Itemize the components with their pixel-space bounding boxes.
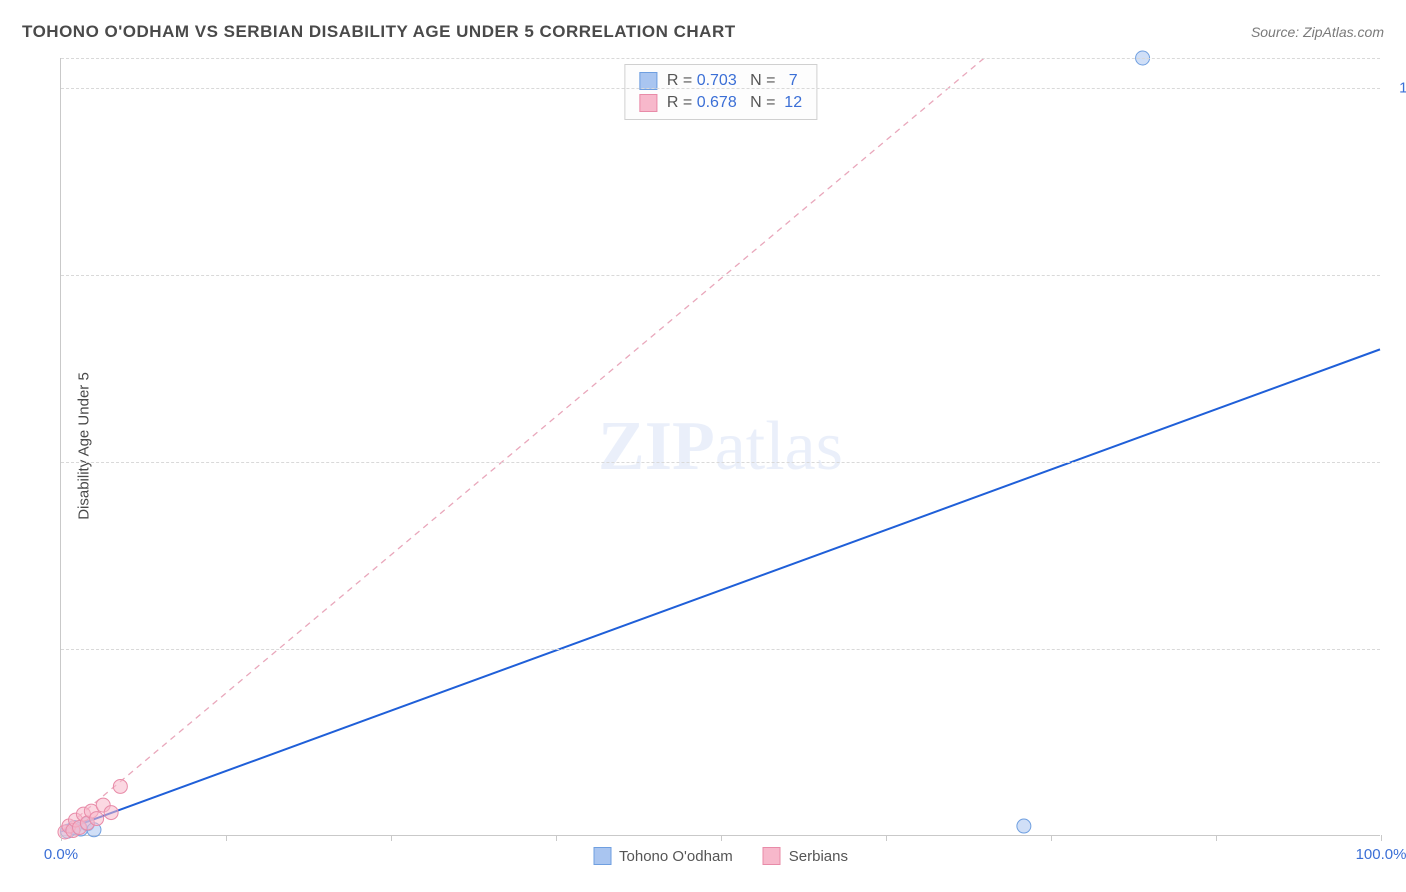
data-point: [90, 812, 104, 826]
y-tick-label: 50.0%: [1390, 453, 1406, 470]
x-tick: [886, 835, 887, 841]
legend-stats-text: R = 0.678 N = 12: [667, 94, 802, 112]
regression-line: [61, 58, 984, 831]
data-point: [113, 779, 127, 793]
gridline: [61, 462, 1380, 463]
legend-stats: R = 0.703 N = 7R = 0.678 N = 12: [624, 64, 817, 120]
chart-svg: [61, 58, 1380, 835]
legend-swatch: [593, 847, 611, 865]
x-tick: [61, 835, 62, 841]
y-tick-label: 100.0%: [1390, 79, 1406, 96]
legend-series-item: Serbians: [763, 847, 848, 865]
legend-series-item: Tohono O'odham: [593, 847, 733, 865]
x-tick: [1051, 835, 1052, 841]
x-tick: [1216, 835, 1217, 841]
gridline: [61, 88, 1380, 89]
gridline: [61, 275, 1380, 276]
x-tick: [556, 835, 557, 841]
gridline: [61, 649, 1380, 650]
x-tick: [226, 835, 227, 841]
x-tick-label: 0.0%: [44, 846, 78, 863]
x-tick: [721, 835, 722, 841]
plot-area: ZIPatlas R = 0.703 N = 7R = 0.678 N = 12…: [60, 58, 1380, 836]
x-tick: [391, 835, 392, 841]
legend-stats-row: R = 0.678 N = 12: [639, 92, 802, 114]
chart-source: Source: ZipAtlas.com: [1251, 24, 1384, 40]
chart-title: TOHONO O'ODHAM VS SERBIAN DISABILITY AGE…: [22, 22, 736, 42]
regression-line: [61, 349, 1380, 831]
data-point: [1017, 819, 1031, 833]
legend-swatch: [763, 847, 781, 865]
legend-series-label: Tohono O'odham: [619, 848, 733, 865]
x-tick-label: 100.0%: [1356, 846, 1406, 863]
legend-series: Tohono O'odham Serbians: [593, 847, 848, 865]
gridline: [61, 58, 1380, 59]
y-tick-label: 75.0%: [1390, 266, 1406, 283]
x-tick: [1381, 835, 1382, 841]
legend-series-label: Serbians: [789, 848, 848, 865]
data-point: [104, 806, 118, 820]
y-tick-label: 25.0%: [1390, 640, 1406, 657]
legend-swatch: [639, 94, 657, 112]
